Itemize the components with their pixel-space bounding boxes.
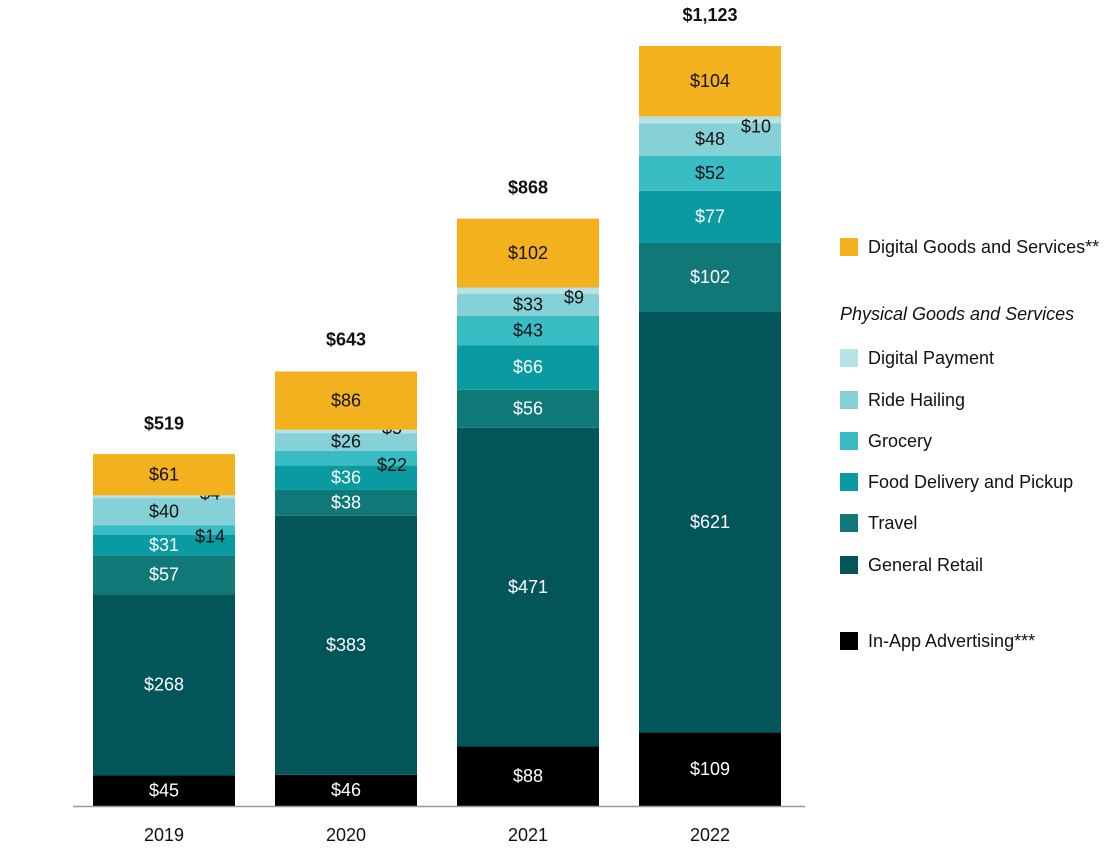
total-label: $643 xyxy=(326,330,366,350)
bar-segment xyxy=(639,46,781,117)
value-label: $88 xyxy=(513,766,543,786)
bar-segment xyxy=(457,293,599,317)
value-label: $10 xyxy=(741,117,771,137)
legend-swatch xyxy=(840,349,858,367)
value-label: $40 xyxy=(149,501,179,521)
value-label: $33 xyxy=(513,295,543,315)
bar-segment xyxy=(93,534,235,556)
legend-swatch xyxy=(840,632,858,650)
value-label: $102 xyxy=(508,243,548,263)
bar-segment xyxy=(639,116,781,124)
x-tick-label: 2019 xyxy=(144,825,184,845)
legend-label: Ride Hailing xyxy=(868,390,965,410)
legend-label: General Retail xyxy=(868,555,983,575)
value-label: $77 xyxy=(695,207,725,227)
bar-segment xyxy=(639,190,781,243)
value-label: $104 xyxy=(690,71,730,91)
bar-segment xyxy=(457,316,599,346)
legend-group-title: Physical Goods and Services xyxy=(840,304,1074,324)
total-label: $519 xyxy=(144,414,184,434)
legend-swatch xyxy=(840,238,858,256)
bar-segment xyxy=(457,287,599,294)
bar-segment xyxy=(93,498,235,526)
value-label: $383 xyxy=(326,635,366,655)
bar-segment xyxy=(93,525,235,535)
bar-segment xyxy=(93,555,235,595)
value-label: $56 xyxy=(513,398,543,418)
value-label: $45 xyxy=(149,781,179,801)
value-label: $52 xyxy=(695,163,725,183)
value-label: $109 xyxy=(690,759,730,779)
value-label: $268 xyxy=(144,675,184,695)
legend-label: Travel xyxy=(868,513,917,533)
legend-label: Grocery xyxy=(868,431,932,451)
bar-segment xyxy=(275,515,417,775)
value-label: $61 xyxy=(149,464,179,484)
bar-segment xyxy=(93,495,235,499)
bar-segment xyxy=(93,454,235,496)
bar-segment xyxy=(275,774,417,806)
value-label: $621 xyxy=(690,512,730,532)
value-label: $26 xyxy=(331,432,361,452)
value-label: $9 xyxy=(564,287,584,307)
value-label: $14 xyxy=(195,527,225,547)
x-tick-label: 2021 xyxy=(508,825,548,845)
value-label: $31 xyxy=(149,535,179,555)
value-label: $86 xyxy=(331,390,361,410)
bar-segment xyxy=(639,732,781,806)
total-label: $1,123 xyxy=(682,5,737,25)
bar-segment xyxy=(93,775,235,806)
legend-label: Digital Goods and Services** xyxy=(868,237,1099,257)
x-tick-label: 2020 xyxy=(326,825,366,845)
bar-segment xyxy=(639,155,781,191)
value-label: $46 xyxy=(331,780,361,800)
bar-segment xyxy=(457,218,599,288)
bar-segment xyxy=(639,311,781,733)
legend-label: Digital Payment xyxy=(868,348,994,368)
bar-segment xyxy=(457,746,599,806)
value-label: $57 xyxy=(149,565,179,585)
bar-segment xyxy=(275,371,417,430)
value-label: $38 xyxy=(331,493,361,513)
value-label: $43 xyxy=(513,320,543,340)
value-label: $66 xyxy=(513,357,543,377)
legend-label: Food Delivery and Pickup xyxy=(868,472,1073,492)
legend-swatch xyxy=(840,514,858,532)
value-label: $102 xyxy=(690,267,730,287)
bar-segment xyxy=(275,429,417,434)
bar-segment xyxy=(93,594,235,776)
bar-segment xyxy=(457,389,599,428)
value-label: $22 xyxy=(377,455,407,475)
bar-segment xyxy=(275,489,417,516)
legend-swatch xyxy=(840,556,858,574)
legend-swatch xyxy=(840,432,858,450)
bar-segment xyxy=(457,427,599,747)
bar-segment xyxy=(639,123,781,156)
bar-segment xyxy=(275,433,417,451)
total-label: $868 xyxy=(508,177,548,197)
legend-swatch xyxy=(840,473,858,491)
legend-label: In-App Advertising*** xyxy=(868,631,1035,651)
bar-segment xyxy=(639,242,781,312)
value-label: $471 xyxy=(508,577,548,597)
x-tick-label: 2022 xyxy=(690,825,730,845)
bar-segment xyxy=(275,450,417,466)
bar-segment xyxy=(457,345,599,390)
legend-swatch xyxy=(840,391,858,409)
bar-segment xyxy=(275,465,417,490)
value-label: $48 xyxy=(695,129,725,149)
value-label: $36 xyxy=(331,468,361,488)
